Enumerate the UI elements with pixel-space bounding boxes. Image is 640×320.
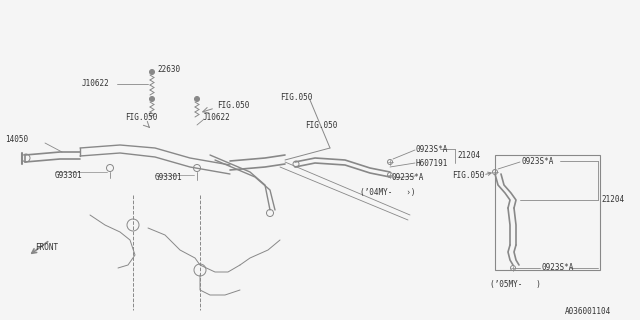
Text: 0923S*A: 0923S*A [392, 172, 424, 181]
Text: FIG.050: FIG.050 [125, 114, 157, 123]
Text: H607191: H607191 [416, 158, 449, 167]
Circle shape [150, 97, 154, 101]
Text: (’04MY-   ›): (’04MY- ›) [360, 188, 415, 196]
Text: FIG.050: FIG.050 [280, 93, 312, 102]
Circle shape [195, 97, 200, 101]
Text: G93301: G93301 [55, 171, 83, 180]
Text: FIG.050: FIG.050 [305, 121, 337, 130]
Text: 22630: 22630 [157, 66, 180, 75]
Text: (’05MY-   ): (’05MY- ) [490, 281, 541, 290]
Text: J10622: J10622 [82, 79, 109, 89]
Text: 0923S*A: 0923S*A [521, 156, 554, 165]
Text: FIG.050: FIG.050 [217, 100, 250, 109]
Text: 0923S*A: 0923S*A [416, 145, 449, 154]
Text: 21204: 21204 [457, 151, 480, 161]
Text: 21204: 21204 [601, 196, 624, 204]
Text: A036001104: A036001104 [565, 308, 611, 316]
Text: 0923S*A: 0923S*A [541, 263, 573, 273]
Text: G93301: G93301 [155, 173, 183, 182]
Text: J10622: J10622 [203, 113, 231, 122]
Text: 14050: 14050 [5, 135, 28, 145]
Bar [495, 155, 600, 270]
Text: FIG.050: FIG.050 [452, 171, 484, 180]
Text: FRONT: FRONT [35, 244, 58, 252]
Circle shape [150, 69, 154, 75]
